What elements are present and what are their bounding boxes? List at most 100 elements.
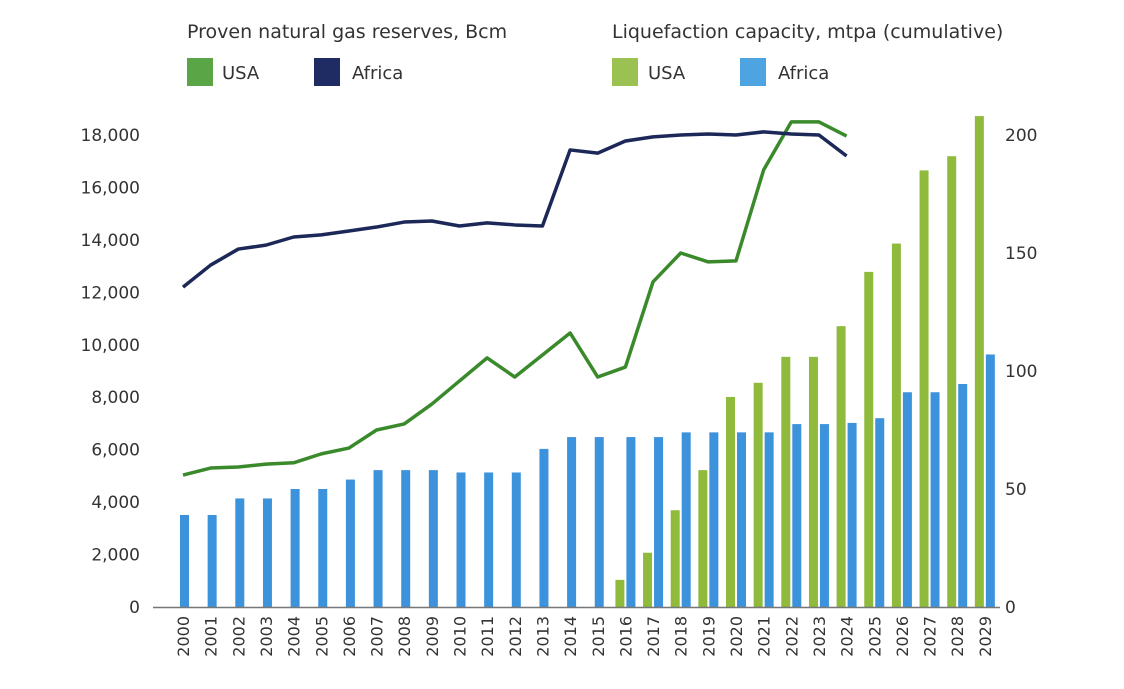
bar-liquefaction-africa-2007 bbox=[373, 470, 383, 607]
x-tick-label: 2015 bbox=[589, 616, 608, 657]
x-tick-label: 2002 bbox=[229, 616, 248, 657]
bar-liquefaction-africa-2015 bbox=[594, 437, 604, 607]
legend-title-liquefaction: Liquefaction capacity, mtpa (cumulative) bbox=[612, 21, 1003, 43]
bar-liquefaction-africa-2020 bbox=[737, 432, 746, 607]
x-tick-label: 2028 bbox=[948, 616, 967, 657]
bar-liquefaction-usa-2028 bbox=[947, 156, 957, 608]
x-tick-label: 2018 bbox=[672, 616, 691, 657]
right-y-tick-label: 200 bbox=[1005, 126, 1037, 146]
x-tick-label: 2001 bbox=[202, 616, 221, 657]
x-tick-label: 2021 bbox=[755, 616, 774, 657]
x-tick-label: 2020 bbox=[727, 616, 746, 657]
legend-swatch-liquefaction-usa bbox=[612, 58, 638, 86]
right-y-tick-label: 50 bbox=[1005, 480, 1027, 500]
bar-liquefaction-africa-2002 bbox=[235, 498, 245, 607]
bar-liquefaction-africa-2012 bbox=[511, 472, 521, 607]
bar-liquefaction-africa-2001 bbox=[207, 514, 217, 607]
bar-liquefaction-usa-2022 bbox=[781, 356, 791, 607]
bar-liquefaction-africa-2008 bbox=[401, 470, 411, 607]
x-tick-label: 2000 bbox=[174, 616, 193, 657]
bar-liquefaction-africa-2010 bbox=[456, 472, 466, 607]
bar-liquefaction-africa-2016 bbox=[626, 437, 636, 607]
legend-label-reserves-africa: Africa bbox=[352, 63, 403, 84]
bar-liquefaction-usa-2020 bbox=[726, 396, 735, 607]
bar-liquefaction-africa-2021 bbox=[764, 432, 774, 607]
bar-liquefaction-usa-2026 bbox=[891, 243, 901, 607]
legend-label-reserves-usa: USA bbox=[222, 63, 260, 84]
x-tick-label: 2008 bbox=[395, 616, 414, 657]
bar-liquefaction-africa-2011 bbox=[484, 472, 494, 607]
x-tick-label: 2006 bbox=[340, 616, 359, 657]
legend-swatch-liquefaction-africa bbox=[740, 58, 766, 86]
x-tick-label: 2016 bbox=[616, 616, 635, 657]
bar-liquefaction-usa-2017 bbox=[643, 552, 653, 607]
x-tick-label: 2019 bbox=[699, 616, 718, 657]
x-tick-label: 2022 bbox=[782, 616, 801, 657]
x-tick-label: 2013 bbox=[533, 616, 552, 657]
left-y-tick-label: 16,000 bbox=[81, 178, 140, 198]
left-y-tick-label: 8,000 bbox=[91, 388, 140, 408]
x-tick-label: 2029 bbox=[976, 616, 995, 657]
x-tick-label: 2017 bbox=[644, 616, 663, 657]
bar-liquefaction-africa-2014 bbox=[567, 437, 577, 607]
left-y-tick-label: 2,000 bbox=[91, 546, 140, 566]
left-y-tick-label: 14,000 bbox=[81, 231, 140, 251]
legend-swatch-reserves-usa bbox=[187, 58, 213, 86]
bar-liquefaction-usa-2016 bbox=[615, 579, 625, 607]
bar-liquefaction-africa-2000 bbox=[180, 514, 189, 607]
left-y-tick-label: 4,000 bbox=[91, 493, 140, 513]
bar-liquefaction-usa-2027 bbox=[919, 170, 929, 607]
bar-liquefaction-usa-2024 bbox=[836, 326, 846, 607]
bar-liquefaction-africa-2018 bbox=[681, 432, 691, 607]
left-y-tick-label: 10,000 bbox=[81, 336, 140, 356]
bar-liquefaction-africa-2004 bbox=[290, 489, 300, 607]
bar-liquefaction-africa-2025 bbox=[875, 418, 885, 607]
right-y-tick-label: 0 bbox=[1005, 598, 1016, 618]
bar-liquefaction-africa-2026 bbox=[902, 392, 912, 607]
legend-label-liquefaction-africa: Africa bbox=[778, 63, 829, 84]
x-tick-label: 2007 bbox=[368, 616, 387, 657]
bar-liquefaction-africa-2024 bbox=[847, 422, 857, 607]
bar-liquefaction-africa-2029 bbox=[985, 354, 995, 607]
x-tick-label: 2027 bbox=[921, 616, 940, 657]
right-y-tick-label: 150 bbox=[1005, 244, 1037, 264]
line-reserves-usa bbox=[182, 120, 848, 477]
x-tick-label: 2025 bbox=[865, 616, 884, 657]
x-tick-label: 2014 bbox=[561, 616, 580, 657]
bar-liquefaction-usa-2019 bbox=[698, 470, 708, 607]
x-tick-label: 2012 bbox=[506, 616, 525, 657]
left-y-tick-label: 6,000 bbox=[91, 441, 140, 461]
bar-liquefaction-africa-2005 bbox=[318, 489, 328, 607]
legend-label-liquefaction-usa: USA bbox=[648, 63, 686, 84]
bar-liquefaction-usa-2025 bbox=[864, 271, 874, 607]
right-y-tick-label: 100 bbox=[1005, 362, 1037, 382]
bar-liquefaction-africa-2023 bbox=[819, 424, 829, 607]
left-y-tick-label: 12,000 bbox=[81, 283, 140, 303]
bar-liquefaction-africa-2019 bbox=[709, 432, 719, 607]
legend-title-reserves: Proven natural gas reserves, Bcm bbox=[187, 21, 507, 43]
x-tick-label: 2003 bbox=[257, 616, 276, 657]
x-tick-label: 2009 bbox=[423, 616, 442, 657]
bar-liquefaction-africa-2017 bbox=[654, 437, 664, 607]
bar-liquefaction-africa-2027 bbox=[930, 392, 940, 607]
bar-liquefaction-africa-2013 bbox=[539, 448, 549, 607]
legend-swatch-reserves-africa bbox=[314, 58, 340, 86]
bar-liquefaction-usa-2029 bbox=[974, 116, 984, 608]
left-y-tick-label: 0 bbox=[129, 598, 140, 618]
x-tick-label: 2011 bbox=[478, 616, 497, 657]
bar-liquefaction-usa-2023 bbox=[808, 356, 818, 607]
x-tick-label: 2004 bbox=[285, 616, 304, 657]
x-tick-label: 2005 bbox=[312, 616, 331, 657]
left-y-tick-label: 18,000 bbox=[81, 126, 140, 146]
x-tick-label: 2023 bbox=[810, 616, 829, 657]
legend: Proven natural gas reserves, Bcm USA Afr… bbox=[187, 21, 1003, 86]
x-tick-label: 2026 bbox=[893, 616, 912, 657]
bar-liquefaction-africa-2022 bbox=[792, 424, 802, 607]
bar-liquefaction-africa-2009 bbox=[428, 470, 438, 607]
bar-liquefaction-usa-2018 bbox=[670, 510, 680, 607]
bar-liquefaction-africa-2003 bbox=[262, 498, 272, 607]
x-tick-label: 2024 bbox=[838, 616, 857, 657]
x-tick-label: 2010 bbox=[451, 616, 470, 657]
bar-liquefaction-usa-2021 bbox=[753, 382, 763, 607]
